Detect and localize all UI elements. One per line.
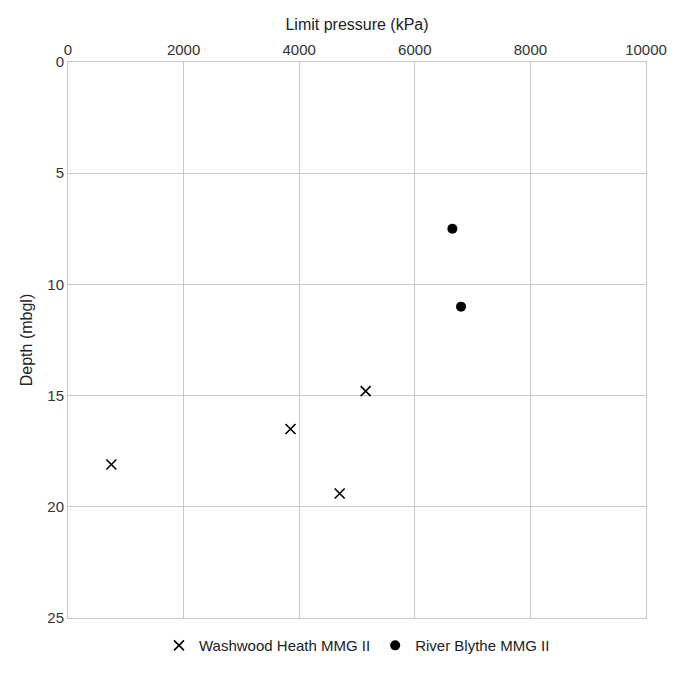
svg-text:10: 10	[47, 276, 64, 293]
svg-text:20: 20	[47, 498, 64, 515]
svg-text:10000: 10000	[625, 41, 667, 58]
svg-text:25: 25	[47, 609, 64, 626]
svg-text:8000: 8000	[514, 41, 547, 58]
svg-text:River Blythe MMG II: River Blythe MMG II	[415, 637, 549, 654]
svg-text:5: 5	[56, 164, 64, 181]
svg-text:Limit pressure (kPa): Limit pressure (kPa)	[285, 16, 428, 33]
svg-text:Depth (mbgl): Depth (mbgl)	[18, 294, 35, 386]
svg-text:2000: 2000	[167, 41, 200, 58]
svg-text:0: 0	[56, 53, 64, 70]
svg-text:15: 15	[47, 387, 64, 404]
svg-text:6000: 6000	[398, 41, 431, 58]
svg-text:4000: 4000	[283, 41, 316, 58]
svg-text:Washwood Heath MMG II: Washwood Heath MMG II	[199, 637, 370, 654]
svg-text:0: 0	[64, 41, 72, 58]
